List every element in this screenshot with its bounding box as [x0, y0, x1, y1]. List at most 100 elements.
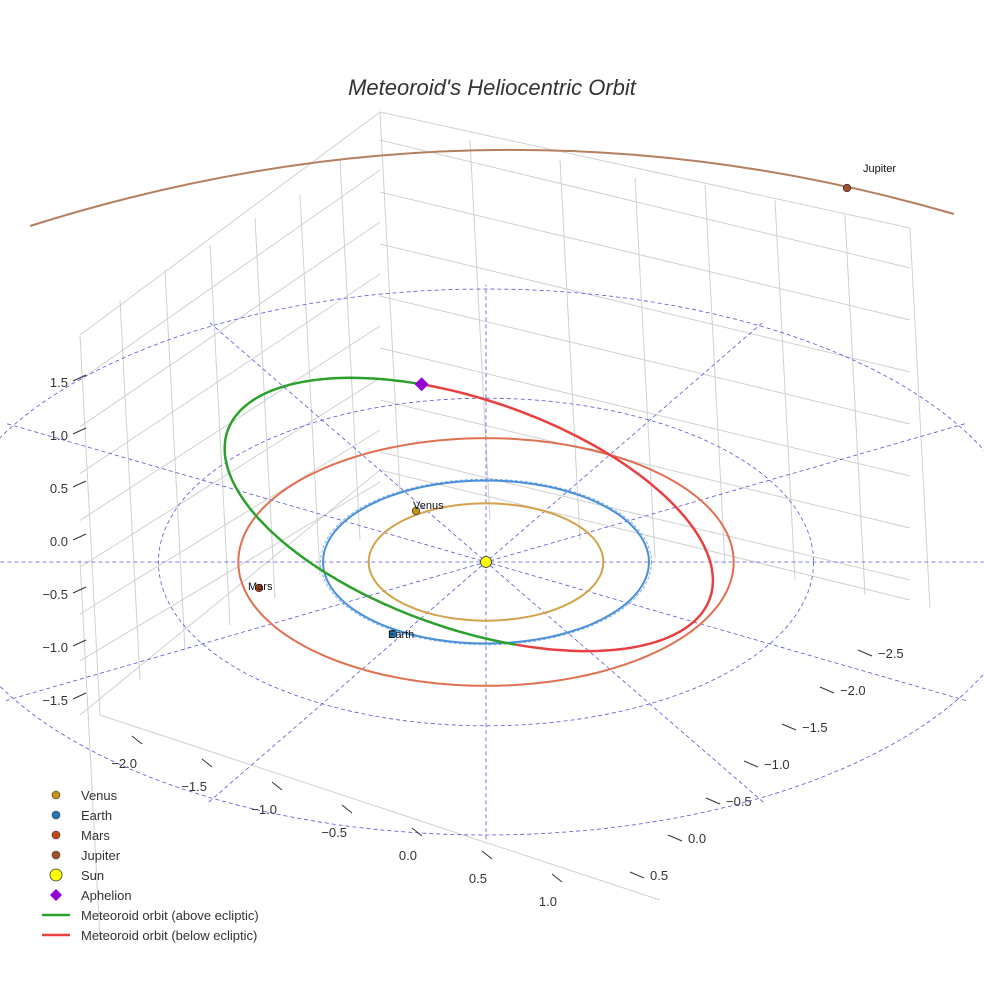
grid-line [379, 295, 911, 425]
z-tick-label: −1.5 [42, 693, 68, 708]
z-tick-mark [72, 480, 87, 488]
x-tick-mark [201, 758, 213, 768]
jupiter-orbit [29, 148, 955, 227]
z-tick-mark [72, 586, 87, 594]
z-tick-mark [72, 692, 87, 700]
y-tick-mark [819, 686, 835, 694]
x-tick-mark [271, 781, 283, 791]
grid-line [379, 111, 911, 229]
grid-line [379, 139, 911, 269]
grid-line [844, 214, 866, 596]
earth-label: Earth [388, 629, 414, 641]
legend-label: Sun [81, 868, 104, 883]
x-tick-label: −1.5 [181, 779, 207, 794]
y-tick-label: −1.0 [764, 757, 790, 772]
legend-swatch [50, 889, 62, 901]
y-tick-label: −2.5 [878, 646, 904, 661]
earth-marker [388, 629, 398, 639]
grid-line [79, 169, 381, 381]
jupiter-marker [842, 183, 852, 193]
z-tick-label: −0.5 [42, 587, 68, 602]
grid-line [379, 399, 911, 529]
grid-line [704, 184, 726, 566]
y-tick-mark [743, 760, 759, 768]
legend-swatch [51, 830, 61, 840]
grid-line [79, 334, 101, 716]
z-tick-mark [72, 639, 87, 647]
sun-marker [480, 556, 492, 568]
x-tick-label: 0.0 [399, 848, 417, 863]
y-tick-mark [629, 871, 645, 879]
y-tick-label: −2.0 [840, 683, 866, 698]
grid-line [79, 221, 381, 428]
venus-label: Venus [413, 500, 444, 512]
z-tick-mark [72, 533, 87, 541]
x-tick-label: −1.0 [251, 802, 277, 817]
legend-label: Earth [81, 808, 112, 823]
y-tick-mark [705, 797, 721, 805]
x-tick-mark [481, 850, 493, 860]
mars-label: Mars [248, 581, 273, 593]
x-tick-mark [551, 873, 563, 883]
legend-swatch [51, 790, 61, 800]
y-tick-label: 0.0 [688, 831, 706, 846]
jupiter-label: Jupiter [863, 163, 896, 175]
legend-label: Aphelion [81, 888, 132, 903]
tick-labels: 1.5 1.0 0.5 0.0 −0.5 −1.0 −1.5 −2.0 −1.5 −1.0 −0.5… [42, 374, 904, 909]
grid-line [909, 227, 931, 609]
z-tick-label: 0.5 [50, 481, 68, 496]
y-tick-label: −1.5 [802, 720, 828, 735]
grid-line [559, 159, 581, 541]
y-tick-mark [667, 834, 683, 842]
grid-line [634, 177, 656, 559]
grid-line [119, 299, 141, 681]
axis-grid [79, 111, 931, 941]
legend-label: Mars [81, 828, 110, 843]
venus-marker [411, 506, 421, 516]
legend-label: Meteoroid orbit (above ecliptic) [81, 908, 259, 923]
grid-line [379, 243, 911, 373]
grid-line [379, 191, 911, 321]
grid-line [79, 273, 381, 475]
bodies-layer: Venus Earth Mars Jupiter [248, 163, 896, 641]
legend-swatch [51, 810, 61, 820]
orbits-layer [29, 148, 955, 687]
x-tick-mark [131, 735, 143, 745]
legend-label: Jupiter [81, 848, 121, 863]
grid-line [79, 111, 381, 336]
grid-line [254, 217, 276, 599]
z-tick-label: 1.5 [50, 375, 68, 390]
grid-line [79, 429, 381, 615]
grid-line [379, 469, 911, 601]
z-tick-label: 1.0 [50, 428, 68, 443]
venus-orbit [367, 502, 605, 622]
x-tick-label: −0.5 [321, 825, 347, 840]
grid-line [774, 199, 796, 581]
legend-swatch [49, 868, 63, 882]
grid-line [164, 269, 186, 651]
chart-title: Meteoroid's Heliocentric Orbit [348, 75, 637, 100]
x-tick-mark [341, 804, 353, 814]
grid-line [79, 469, 381, 716]
z-tick-label: −1.0 [42, 640, 68, 655]
legend: Venus Earth Mars Jupiter Sun Aphelion Meteoroi… [42, 788, 259, 943]
earth-orbit-reference [319, 478, 652, 646]
meteoroid-orbit-above [223, 376, 517, 646]
grid-line [469, 139, 491, 521]
meteoroid-orbit-below [421, 383, 715, 653]
x-tick-label: −2.0 [111, 756, 137, 771]
earth-orbit [321, 479, 650, 645]
z-tick-label: 0.0 [50, 534, 68, 549]
grid-line [379, 111, 401, 493]
y-tick-mark [781, 723, 797, 731]
mars-marker [254, 583, 264, 593]
grid-line [299, 194, 321, 576]
grid-line [339, 159, 361, 541]
y-tick-mark [857, 649, 873, 657]
legend-swatch [51, 850, 61, 860]
x-tick-mark [411, 827, 423, 837]
grid-line [79, 559, 101, 941]
y-tick-label: 0.5 [650, 868, 668, 883]
grid-line [79, 481, 381, 662]
